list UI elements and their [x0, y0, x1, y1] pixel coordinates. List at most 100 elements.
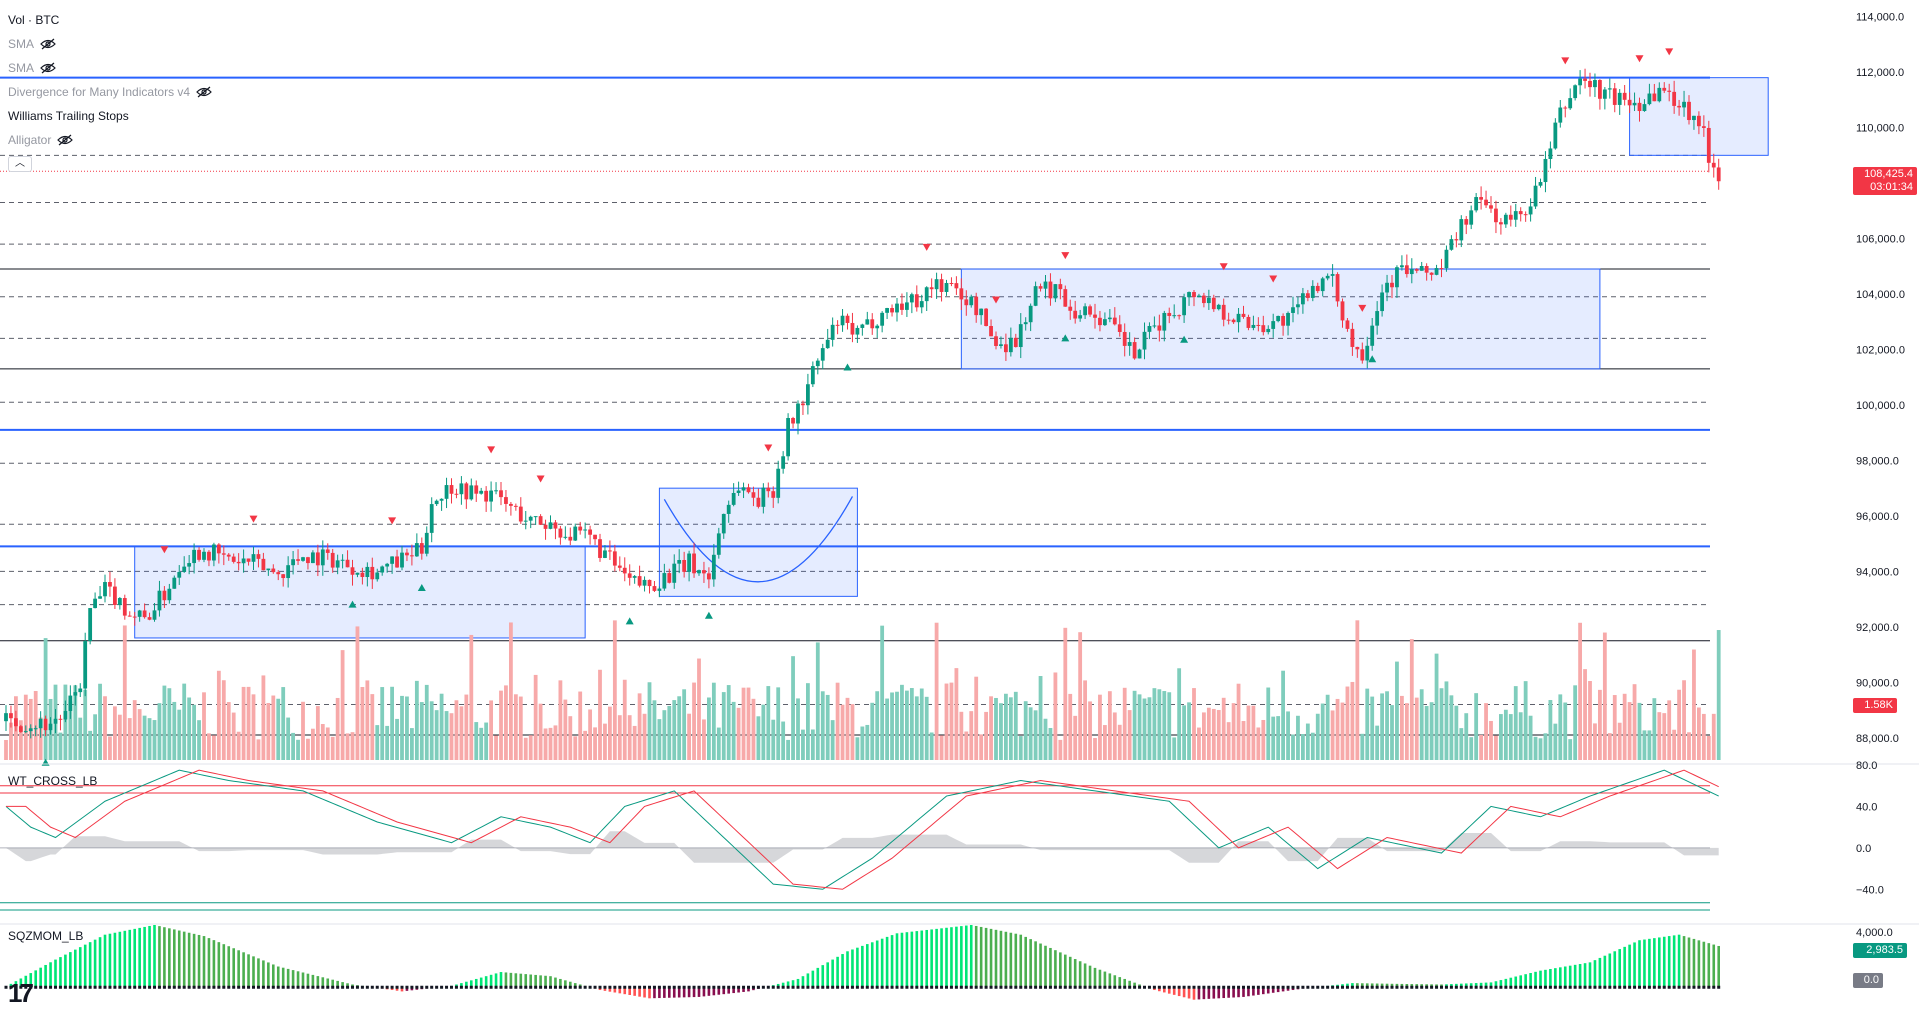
- squeeze-dot: [351, 985, 354, 989]
- candle-body: [1682, 101, 1686, 108]
- volume-bar: [1340, 702, 1345, 760]
- squeeze-dot: [1593, 985, 1597, 989]
- squeeze-dot: [1162, 985, 1166, 989]
- squeeze-dot: [1692, 985, 1696, 989]
- volume-bar: [796, 698, 800, 760]
- volume-bar: [513, 694, 518, 760]
- squeeze-dot: [266, 985, 270, 989]
- candle-body: [246, 558, 251, 562]
- eye-hidden-icon[interactable]: [57, 134, 74, 146]
- volume-bar: [1335, 698, 1340, 760]
- volume-bar: [1068, 693, 1073, 760]
- candle-body: [1028, 305, 1033, 323]
- volume-bar: [1543, 733, 1548, 760]
- volume-bar: [410, 728, 414, 760]
- momentum-bar: [1202, 987, 1206, 1000]
- squeeze-dot: [1128, 985, 1132, 989]
- volume-bar: [1414, 697, 1419, 760]
- squeeze-dot: [1608, 985, 1612, 989]
- candle-body: [108, 582, 112, 587]
- momentum-bar: [816, 967, 820, 988]
- squeeze-dot: [167, 985, 171, 989]
- sqzmom-tick-label: 4,000.0: [1856, 927, 1893, 939]
- squeeze-dot: [1499, 985, 1503, 989]
- candle-body: [1192, 292, 1196, 298]
- volume-bar: [954, 668, 959, 760]
- volume-bar: [1494, 735, 1498, 760]
- volume-bar: [1197, 727, 1201, 760]
- momentum-bar: [1024, 936, 1027, 988]
- squeeze-dot: [1702, 985, 1706, 989]
- momentum-bar: [1633, 942, 1636, 988]
- momentum-bar: [504, 972, 508, 988]
- momentum-bar: [272, 964, 275, 988]
- squeeze-dot: [1251, 985, 1255, 989]
- candle-body: [58, 718, 63, 720]
- candle-body: [1023, 322, 1028, 325]
- candle-body: [632, 576, 637, 578]
- momentum-bar: [1341, 984, 1344, 988]
- eye-hidden-icon[interactable]: [40, 38, 56, 50]
- squeeze-dot: [836, 985, 840, 989]
- momentum-bar: [974, 925, 978, 988]
- momentum-bar: [1088, 965, 1092, 988]
- collapse-legend-button[interactable]: ︿: [8, 156, 32, 172]
- candle-body: [23, 731, 28, 733]
- momentum-bar: [955, 926, 958, 988]
- volume-bar: [543, 728, 548, 760]
- legend-item-volume[interactable]: Vol · BTC: [8, 8, 212, 32]
- squeeze-dot: [885, 985, 889, 989]
- volume-bar: [1558, 694, 1563, 760]
- volume-bar: [1291, 734, 1295, 760]
- momentum-bar: [1039, 943, 1042, 988]
- eye-hidden-icon[interactable]: [196, 86, 212, 98]
- volume-bar: [216, 670, 221, 760]
- legend-item-williams[interactable]: Williams Trailing Stops: [8, 104, 212, 128]
- candle-body: [924, 287, 929, 302]
- momentum-bar: [786, 981, 790, 988]
- volume-bar: [281, 687, 286, 760]
- volume-bar: [1528, 715, 1533, 760]
- legend-item-divergence[interactable]: Divergence for Many Indicators v4: [8, 80, 212, 104]
- volume-bar: [642, 713, 647, 760]
- momentum-bar: [1563, 966, 1567, 988]
- volume-bar: [167, 688, 172, 760]
- volume-bar: [489, 700, 493, 760]
- legend-item-sma-1[interactable]: SMA: [8, 32, 212, 56]
- squeeze-dot: [1489, 985, 1493, 989]
- momentum-bar: [494, 973, 498, 988]
- momentum-bar: [1420, 984, 1423, 988]
- squeeze-dot: [930, 985, 934, 989]
- candle-body: [860, 324, 865, 328]
- sqzmom-title[interactable]: SQZMOM_LB: [8, 929, 84, 943]
- volume-bar: [1301, 734, 1305, 760]
- wt-cross-title[interactable]: WT_CROSS_LB: [8, 774, 98, 788]
- volume-bar: [395, 718, 399, 760]
- momentum-bar: [489, 974, 493, 988]
- candle-body: [840, 315, 845, 326]
- squeeze-dot: [737, 985, 741, 989]
- legend-item-sma-2[interactable]: SMA: [8, 56, 212, 80]
- legend-item-alligator[interactable]: Alligator: [8, 128, 212, 152]
- squeeze-dot: [316, 985, 320, 989]
- candle-body: [895, 303, 899, 313]
- candle-body: [1206, 297, 1211, 304]
- momentum-bar: [623, 987, 627, 995]
- squeeze-dot: [821, 985, 825, 989]
- squeeze-dot: [247, 985, 251, 989]
- volume-bar: [1395, 661, 1399, 760]
- momentum-bar: [242, 952, 245, 988]
- volume-bar: [850, 704, 855, 760]
- eye-hidden-icon[interactable]: [40, 62, 56, 74]
- candle-body: [1211, 297, 1216, 310]
- volume-bar: [103, 696, 107, 760]
- momentum-bar: [1484, 982, 1488, 988]
- momentum-bar: [1494, 981, 1498, 988]
- squeeze-dot: [1256, 985, 1260, 989]
- candle-body: [1553, 122, 1558, 149]
- candle-body: [994, 336, 998, 346]
- tradingview-logo[interactable]: 17: [8, 978, 34, 1008]
- squeeze-dot: [1039, 985, 1043, 989]
- squeeze-dot: [1415, 985, 1419, 989]
